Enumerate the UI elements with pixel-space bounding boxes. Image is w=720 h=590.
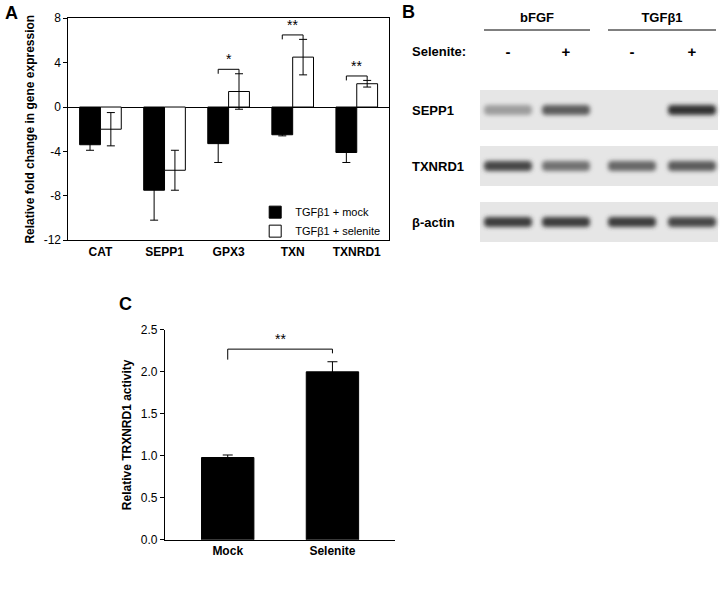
svg-text:C: C [119, 294, 132, 314]
svg-text:*: * [226, 51, 232, 67]
svg-text:0.0: 0.0 [141, 533, 158, 547]
svg-text:bFGF: bFGF [520, 10, 554, 25]
svg-text:Selenite: Selenite [309, 544, 355, 558]
svg-text:SEPP1: SEPP1 [145, 245, 184, 259]
svg-text:TGFβ1 + selenite: TGFβ1 + selenite [295, 225, 380, 237]
svg-text:TXN: TXN [281, 245, 305, 259]
svg-text:Selenite:: Selenite: [412, 44, 466, 59]
svg-text:0.5: 0.5 [141, 491, 158, 505]
svg-text:-12: -12 [44, 233, 62, 247]
svg-text:**: ** [351, 58, 362, 74]
svg-text:TGFβ1: TGFβ1 [641, 10, 682, 25]
svg-text:1.5: 1.5 [141, 407, 158, 421]
svg-text:**: ** [275, 331, 286, 347]
svg-text:-4: -4 [50, 145, 61, 159]
svg-text:1.0: 1.0 [141, 449, 158, 463]
svg-text:**: ** [287, 17, 298, 33]
svg-text:-: - [506, 43, 511, 60]
svg-text:0: 0 [54, 100, 61, 114]
svg-text:TGFβ1 + mock: TGFβ1 + mock [295, 206, 369, 218]
svg-text:TXNRD1: TXNRD1 [412, 159, 464, 174]
svg-text:+: + [688, 43, 697, 60]
svg-text:2.0: 2.0 [141, 365, 158, 379]
svg-text:Relative fold change in gene e: Relative fold change in gene expression [23, 15, 37, 244]
svg-text:4: 4 [54, 56, 61, 70]
svg-text:SEPP1: SEPP1 [412, 103, 454, 118]
svg-text:CAT: CAT [89, 245, 113, 259]
svg-text:A: A [5, 3, 18, 23]
svg-text:2.5: 2.5 [141, 323, 158, 337]
svg-text:8: 8 [54, 11, 61, 25]
svg-text:Relative TRXNRD1 activity: Relative TRXNRD1 activity [120, 359, 134, 510]
svg-text:+: + [562, 43, 571, 60]
svg-text:-: - [630, 43, 635, 60]
svg-text:B: B [402, 2, 415, 22]
svg-text:Mock: Mock [212, 544, 243, 558]
svg-text:GPX3: GPX3 [213, 245, 245, 259]
svg-text:TXNRD1: TXNRD1 [333, 245, 381, 259]
svg-text:β-actin: β-actin [412, 215, 455, 230]
svg-text:-8: -8 [50, 189, 61, 203]
